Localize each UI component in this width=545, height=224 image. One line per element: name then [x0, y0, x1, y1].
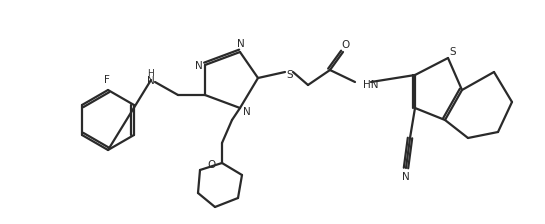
Text: H: H: [148, 69, 154, 78]
Text: S: S: [450, 47, 456, 57]
Text: S: S: [287, 70, 293, 80]
Text: N: N: [402, 172, 410, 182]
Text: O: O: [208, 160, 216, 170]
Text: F: F: [104, 75, 110, 85]
Text: N: N: [243, 107, 251, 117]
Text: HN: HN: [363, 80, 378, 90]
Text: N: N: [237, 39, 245, 49]
Text: N: N: [147, 76, 155, 86]
Text: N: N: [195, 61, 203, 71]
Text: O: O: [341, 40, 349, 50]
